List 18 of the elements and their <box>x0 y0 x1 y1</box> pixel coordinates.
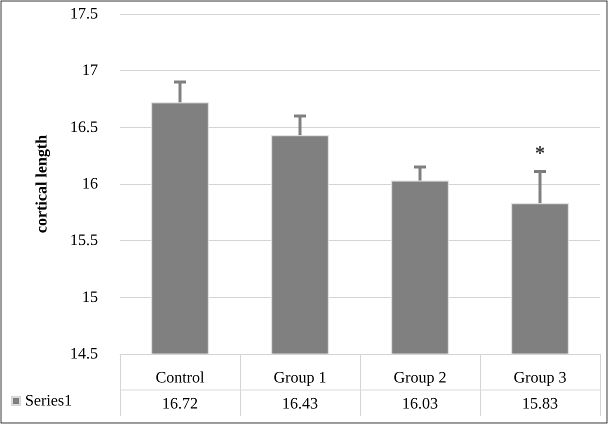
y-tick-label: 14.5 <box>70 346 98 362</box>
data-label: 16.03 <box>402 396 438 412</box>
x-tick-label: Group 2 <box>394 370 446 386</box>
data-label: 16.72 <box>162 396 198 412</box>
y-tick-label: 17 <box>82 62 98 80</box>
y-tick-label: 16.5 <box>70 118 98 136</box>
y-tick-label: 17.5 <box>70 6 98 22</box>
data-label: 15.83 <box>522 396 558 412</box>
x-tick-label: Group 3 <box>514 370 566 386</box>
annotation: * <box>535 142 545 165</box>
y-tick-label: 15 <box>82 288 98 306</box>
legend-label: Series1 <box>25 392 72 410</box>
data-label: 16.43 <box>282 396 318 412</box>
x-tick-label: Group 1 <box>274 370 326 386</box>
x-tick-label: Control <box>156 370 205 386</box>
y-axis-title: cortical length <box>34 134 50 234</box>
y-tick-label: 15.5 <box>70 232 98 250</box>
y-tick-label: 16 <box>82 176 98 192</box>
